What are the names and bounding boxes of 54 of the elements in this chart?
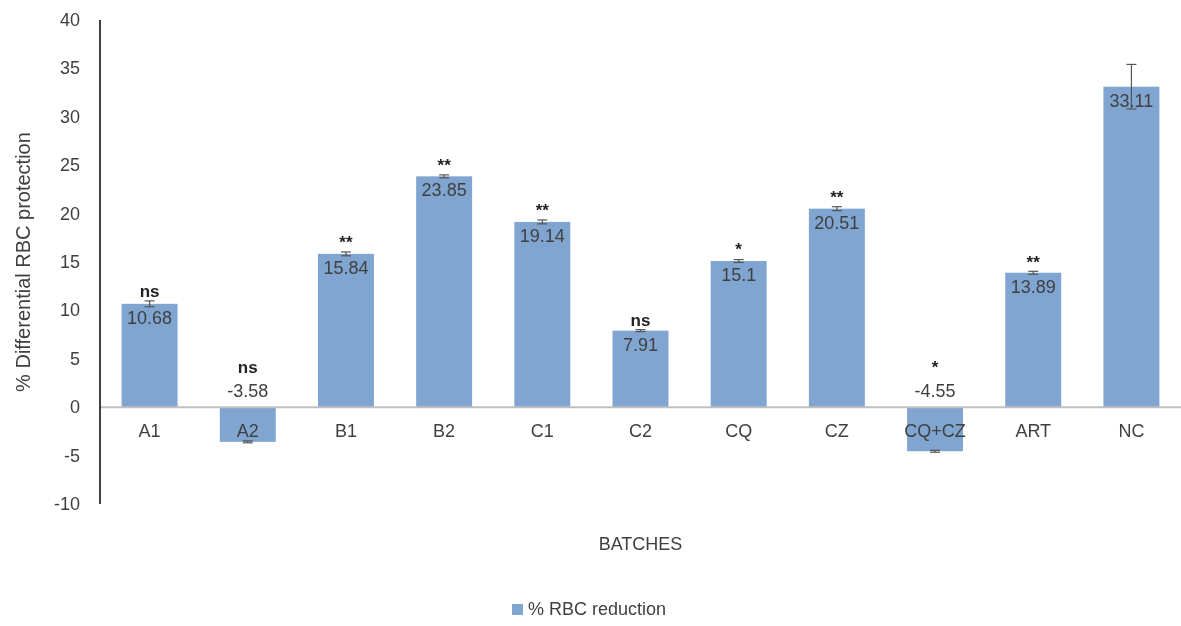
annotation: ** [339, 233, 353, 253]
y-tick-label: 15 [59, 252, 80, 272]
x-tick-label: CQ [725, 421, 753, 442]
bar [710, 261, 767, 408]
annotation: ** [535, 201, 550, 221]
bar [219, 407, 276, 442]
y-axis-title: % Differential RBC protection [12, 132, 34, 392]
annotation: * [735, 240, 743, 260]
y-tick-label: 20 [59, 203, 80, 224]
bar [317, 253, 374, 408]
x-tick-label: NC [1118, 421, 1145, 442]
bar [1005, 272, 1062, 408]
y-tick-label: -5 [63, 445, 80, 466]
annotation: ** [1026, 252, 1041, 272]
y-tick-label: 0 [69, 397, 80, 418]
x-tick-label: CZ [824, 421, 849, 442]
data-label: 23.85 [421, 180, 467, 201]
data-label: 15.1 [721, 265, 757, 286]
legend-label: % RBC reduction [528, 599, 667, 619]
bar [808, 208, 865, 408]
y-tick-label: 10 [59, 300, 80, 321]
y-tick-label: 35 [59, 58, 80, 79]
x-tick-label: A1 [138, 421, 161, 442]
x-tick-label: ART [1015, 421, 1052, 442]
y-tick-label: -10 [53, 494, 80, 514]
x-tick-label: B2 [433, 421, 456, 442]
annotation: ns [139, 281, 160, 301]
data-label: -3.58 [227, 381, 269, 402]
bar [121, 303, 178, 408]
data-label: -4.55 [914, 381, 956, 402]
data-label: 15.84 [323, 257, 369, 278]
x-tick-label: A2 [236, 421, 259, 442]
data-label: 20.51 [814, 212, 860, 233]
annotation: ** [830, 187, 844, 207]
data-label: 10.68 [127, 307, 173, 328]
y-tick-label: 5 [69, 348, 80, 369]
x-tick-label: C1 [530, 421, 554, 442]
data-label: 13.89 [1010, 276, 1056, 297]
annotation: ns [237, 358, 258, 378]
annotation: ** [437, 155, 452, 175]
data-label: 7.91 [622, 334, 659, 355]
bar [514, 221, 571, 408]
data-label: 19.14 [519, 225, 565, 246]
bar [416, 176, 473, 408]
annotation: * [931, 358, 939, 378]
y-tick-label: 25 [59, 155, 80, 176]
bar [1103, 86, 1160, 408]
y-tick-label: 40 [59, 10, 80, 30]
x-tick-label: B1 [334, 421, 357, 442]
y-tick-label: 30 [59, 106, 80, 127]
annotation: ns [630, 310, 651, 330]
bar [612, 330, 669, 408]
x-axis-title: BATCHES [598, 534, 683, 554]
x-tick-label: C2 [628, 421, 653, 442]
